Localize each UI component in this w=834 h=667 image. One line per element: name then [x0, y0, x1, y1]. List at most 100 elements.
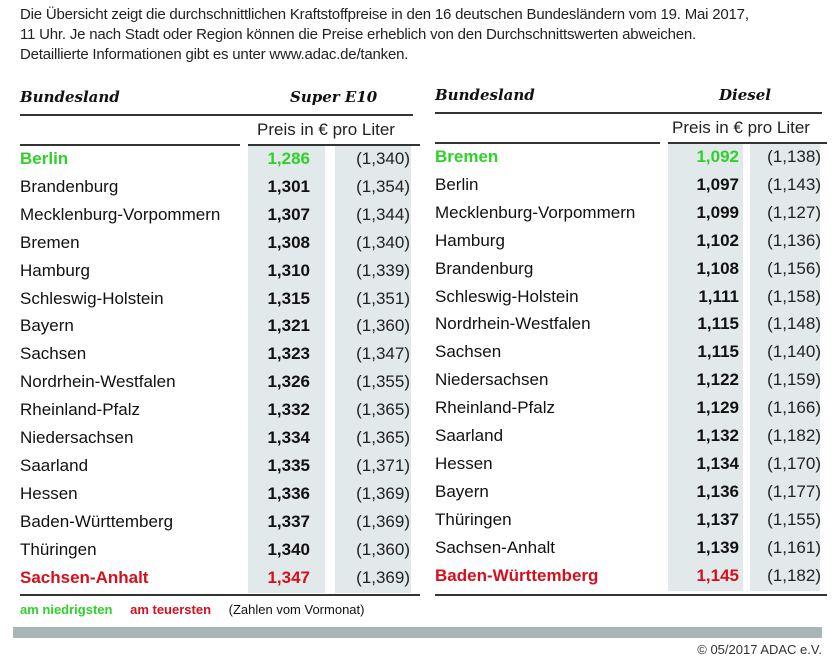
previous-month-value: (1,170): [767, 453, 821, 473]
table-row: Brandenburg 1,301 (1,354): [20, 173, 420, 201]
table-row: Sachsen-Anhalt 1,347 (1,369): [20, 564, 420, 592]
intro-text: Die Übersicht zeigt die durchschnittlich…: [20, 5, 830, 65]
legend-note: (Zahlen vom Vormonat): [228, 602, 365, 617]
previous-month-value: (1,136): [767, 230, 821, 250]
table-row: Baden-Württemberg 1,145 (1,182): [435, 562, 827, 590]
previous-month-value: (1,365): [356, 400, 410, 420]
state-name: Sachsen: [20, 344, 87, 364]
previous-month-value: (1,351): [356, 288, 410, 308]
table-row: Hessen 1,134 (1,170): [435, 450, 827, 478]
subheader-rule-right: [248, 144, 420, 146]
bottom-rule: [20, 594, 420, 596]
intro-line: Die Übersicht zeigt die durchschnittlich…: [20, 6, 749, 23]
state-name: Baden-Württemberg: [20, 511, 174, 531]
previous-month-value: (1,182): [767, 426, 821, 445]
state-name: Berlin: [20, 149, 69, 168]
previous-month-value: (1,360): [356, 539, 410, 559]
table-row: Mecklenburg-Vorpommern 1,099 (1,127): [435, 199, 827, 227]
previous-month-value: (1,161): [767, 537, 821, 557]
previous-month-value: (1,148): [767, 314, 821, 334]
price-value: 1,286: [267, 149, 310, 168]
state-name: Sachsen-Anhalt: [435, 537, 556, 557]
previous-month-value: (1,140): [767, 342, 821, 362]
previous-month-value: (1,365): [356, 428, 410, 447]
table-row: Sachsen 1,323 (1,347): [20, 340, 420, 368]
previous-month-value: (1,347): [356, 344, 410, 364]
table-row: Sachsen 1,115 (1,140): [435, 338, 827, 366]
previous-month-value: (1,340): [356, 232, 410, 252]
price-value: 1,136: [696, 481, 739, 501]
state-name: Bayern: [20, 316, 74, 336]
state-name: Sachsen-Anhalt: [20, 567, 149, 587]
state-name: Bremen: [435, 147, 499, 166]
bottom-rule: [435, 594, 827, 596]
prev-column-shade: [750, 144, 820, 591]
header-rule: [435, 112, 822, 114]
state-name: Hessen: [435, 453, 493, 473]
table-row: Thüringen 1,340 (1,360): [20, 536, 420, 564]
column-header-fuel: Super E10: [290, 88, 378, 106]
intro-line: Detaillierte Informationen gibt es unter…: [20, 46, 409, 63]
state-name: Schleswig-Holstein: [20, 288, 164, 308]
table-row: Hamburg 1,310 (1,339): [20, 257, 420, 285]
price-value: 1,129: [696, 398, 739, 418]
previous-month-value: (1,371): [356, 455, 410, 475]
previous-month-value: (1,344): [356, 204, 410, 224]
price-value: 1,308: [267, 232, 310, 252]
table-row: Thüringen 1,137 (1,155): [435, 506, 827, 534]
previous-month-value: (1,340): [356, 149, 410, 168]
table-row: Berlin 1,097 (1,143): [435, 171, 827, 199]
table-row: Brandenburg 1,108 (1,156): [435, 255, 827, 283]
price-value: 1,097: [696, 174, 739, 194]
price-value: 1,122: [696, 370, 739, 390]
column-header-fuel: Diesel: [719, 86, 771, 104]
previous-month-value: (1,355): [356, 372, 410, 392]
table-row: Bremen 1,308 (1,340): [20, 229, 420, 257]
table-row: Bayern 1,321 (1,360): [20, 312, 420, 340]
price-value: 1,099: [696, 202, 739, 222]
price-value: 1,310: [267, 260, 310, 280]
table-row: Rheinland-Pfalz 1,332 (1,365): [20, 396, 420, 424]
previous-month-value: (1,155): [767, 509, 821, 529]
previous-month-value: (1,369): [356, 511, 410, 531]
state-name: Nordrhein-Westfalen: [20, 372, 176, 392]
price-value: 1,323: [267, 344, 310, 364]
table-row: Bremen 1,092 (1,138): [435, 143, 827, 171]
state-name: Sachsen: [435, 342, 502, 362]
table-row: Bayern 1,136 (1,177): [435, 478, 827, 506]
footer-bar: [13, 627, 822, 638]
previous-month-value: (1,369): [356, 567, 410, 587]
price-value: 1,115: [697, 342, 739, 362]
previous-month-value: (1,360): [356, 316, 410, 336]
price-value: 1,301: [267, 176, 310, 196]
previous-month-value: (1,138): [767, 147, 821, 166]
column-header-state: Bundesland: [435, 86, 535, 104]
price-value: 1,337: [267, 511, 310, 531]
legend-highest: am teuersten: [130, 602, 212, 617]
previous-month-value: (1,339): [356, 260, 410, 280]
state-name: Mecklenburg-Vorpommern: [435, 202, 636, 222]
previous-month-value: (1,143): [767, 174, 821, 194]
column-header-state: Bundesland: [20, 88, 120, 106]
header-rule: [20, 114, 413, 116]
state-name: Schleswig-Holstein: [435, 286, 579, 306]
table-row: Niedersachsen 1,334 (1,365): [20, 424, 420, 452]
state-name: Hamburg: [435, 230, 505, 250]
subheader-rule-right: [668, 142, 827, 144]
intro-line: 11 Uhr. Je nach Stadt oder Region können…: [20, 26, 696, 43]
state-name: Bayern: [435, 481, 489, 501]
price-value: 1,092: [696, 147, 739, 166]
price-value: 1,115: [697, 314, 739, 334]
table-row: Niedersachsen 1,122 (1,159): [435, 366, 827, 394]
price-value: 1,145: [696, 565, 739, 585]
price-value: 1,326: [267, 372, 310, 392]
state-name: Nordrhein-Westfalen: [435, 314, 591, 334]
table-row: Sachsen-Anhalt 1,139 (1,161): [435, 534, 827, 562]
previous-month-value: (1,156): [767, 258, 821, 278]
price-value: 1,332: [267, 400, 310, 420]
price-subheader: Preis in € pro Liter: [672, 118, 810, 137]
previous-month-value: (1,159): [767, 370, 821, 390]
state-name: Mecklenburg-Vorpommern: [20, 204, 221, 224]
previous-month-value: (1,166): [767, 398, 821, 418]
previous-month-value: (1,354): [356, 176, 410, 196]
